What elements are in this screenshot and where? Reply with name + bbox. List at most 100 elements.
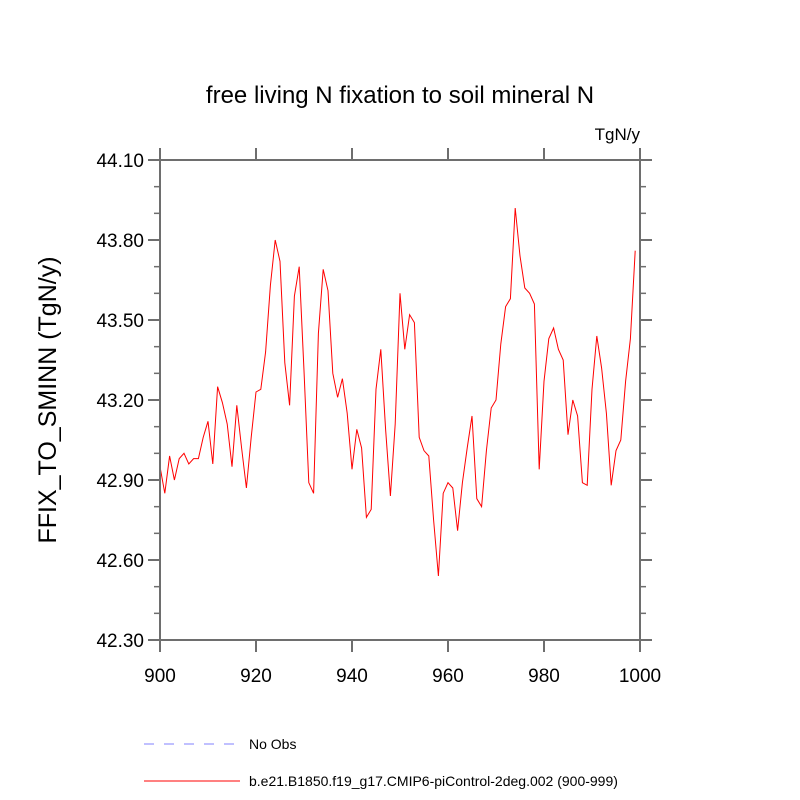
y-tick-label: 44.10 (96, 151, 144, 172)
data-point (318, 333, 319, 334)
data-point (332, 373, 333, 374)
data-point (587, 485, 588, 486)
data-point (404, 349, 405, 350)
y-tick-label: 42.90 (96, 471, 144, 492)
data-point (188, 464, 189, 465)
legend: No Obs b.e21.B1850.f19_g17.CMIP6-piContr… (144, 736, 618, 789)
data-point (563, 360, 564, 361)
data-point (500, 344, 501, 345)
data-point (294, 296, 295, 297)
data-point (424, 450, 425, 451)
data-point (342, 378, 343, 379)
data-point (395, 424, 396, 425)
data-point (203, 437, 204, 438)
data-point (371, 509, 372, 510)
data-point (438, 576, 439, 577)
data-point (539, 469, 540, 470)
data-point (515, 208, 516, 209)
data-point (251, 437, 252, 438)
data-point (510, 298, 511, 299)
data-point (328, 290, 329, 291)
data-point (486, 450, 487, 451)
series-layer (159, 207, 636, 577)
data-point (241, 448, 242, 449)
data-point (472, 416, 473, 417)
data-point (457, 530, 458, 531)
data-point (582, 482, 583, 483)
data-point (270, 285, 271, 286)
data-point (433, 520, 434, 521)
data-point (505, 306, 506, 307)
data-point (390, 496, 391, 497)
data-point (184, 453, 185, 454)
data-point (476, 498, 477, 499)
y-tick-label: 43.50 (96, 311, 144, 332)
data-point (380, 349, 381, 350)
data-point (462, 482, 463, 483)
data-point (222, 402, 223, 403)
data-point (491, 408, 492, 409)
y-tick-label: 43.20 (96, 391, 144, 412)
data-point (428, 456, 429, 457)
data-point (481, 506, 482, 507)
data-point (289, 405, 290, 406)
axis-ticks (148, 148, 652, 652)
data-point (323, 269, 324, 270)
data-point (448, 482, 449, 483)
data-point (385, 429, 386, 430)
data-point (217, 386, 218, 387)
y-tick-label: 42.60 (96, 551, 144, 572)
series-line (159, 207, 636, 577)
data-point (616, 450, 617, 451)
data-point (577, 416, 578, 417)
data-point (208, 421, 209, 422)
data-point (620, 440, 621, 441)
data-point (256, 392, 257, 393)
data-point (443, 493, 444, 494)
data-point (601, 368, 602, 369)
data-point (313, 493, 314, 494)
axis-tick-labels: 900 920 940 960 980 1000 42.30 42.60 42.90 43.20 4… (96, 151, 661, 687)
data-point (260, 389, 261, 390)
data-point (452, 488, 453, 489)
data-point (419, 437, 420, 438)
data-point (304, 370, 305, 371)
data-point (169, 456, 170, 457)
data-point (400, 293, 401, 294)
data-point (284, 362, 285, 363)
data-point (496, 400, 497, 401)
x-tick-label: 940 (336, 666, 368, 687)
y-tick-label: 43.80 (96, 231, 144, 252)
x-tick-label: 920 (240, 666, 272, 687)
data-point (534, 304, 535, 305)
data-point (299, 266, 300, 267)
legend-label-model: b.e21.B1850.f19_g17.CMIP6-piControl-2deg… (249, 773, 618, 789)
data-point (337, 397, 338, 398)
data-point (193, 458, 194, 459)
data-point (544, 381, 545, 382)
data-point (529, 293, 530, 294)
data-point (227, 424, 228, 425)
data-point (625, 381, 626, 382)
data-point (352, 469, 353, 470)
data-point (212, 464, 213, 465)
data-point (347, 413, 348, 414)
x-tick-label: 1000 (619, 666, 661, 687)
data-point (174, 480, 175, 481)
data-point (611, 485, 612, 486)
data-point (467, 448, 468, 449)
data-point (280, 261, 281, 262)
data-point (592, 389, 593, 390)
data-point (376, 389, 377, 390)
chart-title: free living N fixation to soil mineral N (206, 82, 594, 109)
data-point (236, 405, 237, 406)
data-point (596, 336, 597, 337)
plot-frame (159, 159, 641, 641)
y-tick-label: 42.30 (96, 631, 144, 652)
data-point (520, 256, 521, 257)
x-tick-label: 960 (432, 666, 464, 687)
data-point (630, 338, 631, 339)
x-tick-label: 980 (528, 666, 560, 687)
data-point (558, 349, 559, 350)
data-point (361, 448, 362, 449)
